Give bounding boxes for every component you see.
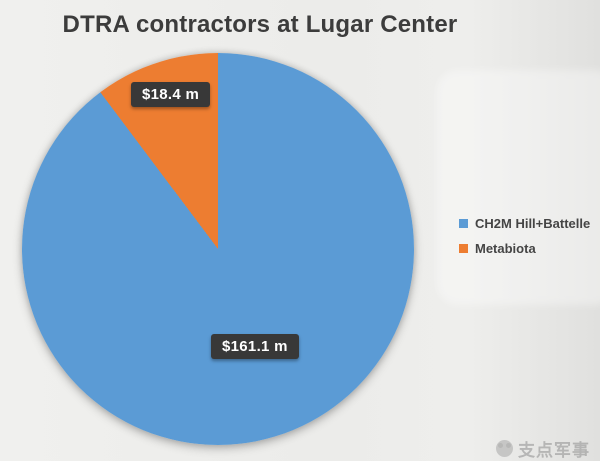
pie-chart bbox=[22, 53, 414, 445]
watermark: 支点军事 bbox=[496, 436, 590, 461]
data-label-metabiota: $18.4 m bbox=[131, 82, 211, 107]
legend-item-metabiota: Metabiota bbox=[459, 240, 590, 257]
legend-item-ch2m-battelle: CH2M Hill+Battelle bbox=[459, 215, 590, 232]
legend-swatch-blue-icon bbox=[459, 219, 468, 228]
legend-label: Metabiota bbox=[475, 241, 536, 256]
panda-logo-icon bbox=[496, 440, 513, 457]
chart-title: DTRA contractors at Lugar Center bbox=[62, 11, 458, 38]
legend-label: CH2M Hill+Battelle bbox=[475, 216, 591, 231]
data-label-ch2m-battelle: $161.1 m bbox=[211, 334, 299, 359]
legend-swatch-orange-icon bbox=[459, 244, 468, 253]
legend-background-panel bbox=[436, 70, 600, 305]
legend: CH2M Hill+Battelle Metabiota bbox=[459, 215, 590, 265]
watermark-text: 支点军事 bbox=[518, 441, 590, 460]
